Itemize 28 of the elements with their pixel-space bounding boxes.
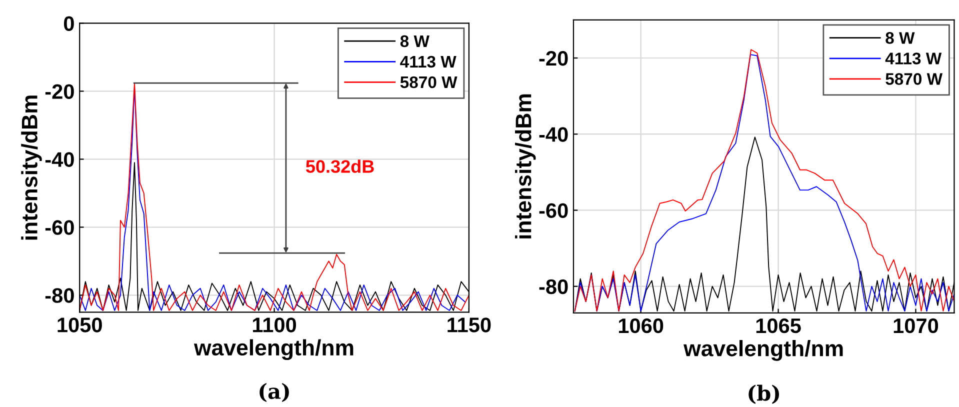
y-tick-label: -80: [45, 288, 74, 303]
x-tick-label: 1050: [58, 318, 102, 332]
x-axis-title: wavelength/nm: [194, 339, 354, 360]
x-tick-label: 1070: [894, 318, 938, 334]
text: (b): [748, 384, 779, 404]
annotation: 50.32dB: [306, 160, 374, 173]
y-tick-label: -60: [539, 203, 568, 218]
x-tick-label: 1065: [756, 318, 801, 334]
y-tick-label: -80: [539, 279, 568, 294]
legend-label: 4113 W: [885, 52, 942, 64]
y-tick-label: -20: [539, 51, 568, 66]
legend-label: 5870 W: [886, 73, 943, 85]
text: (a): [260, 382, 289, 402]
legend-label: 8 W: [886, 32, 915, 44]
x-tick-label: 1100: [252, 318, 296, 332]
y-tick-label: -60: [45, 220, 74, 235]
y-axis-title: intensity/dBm: [21, 96, 42, 240]
legend-label: 5870 W: [400, 76, 458, 88]
x-tick-label: 1060: [618, 318, 664, 334]
y-tick-label: 0: [64, 16, 74, 31]
x-axis-title: wavelength/nm: [684, 340, 843, 361]
y-tick-label: -40: [45, 152, 74, 167]
legend-label: 8 W: [400, 35, 430, 48]
y-tick-label: -20: [45, 84, 74, 99]
y-axis-title: intensity/dBm: [515, 94, 536, 238]
legend-label: 4113 W: [400, 56, 456, 68]
x-tick-label: 1150: [448, 318, 491, 332]
y-tick-label: -40: [539, 127, 568, 142]
